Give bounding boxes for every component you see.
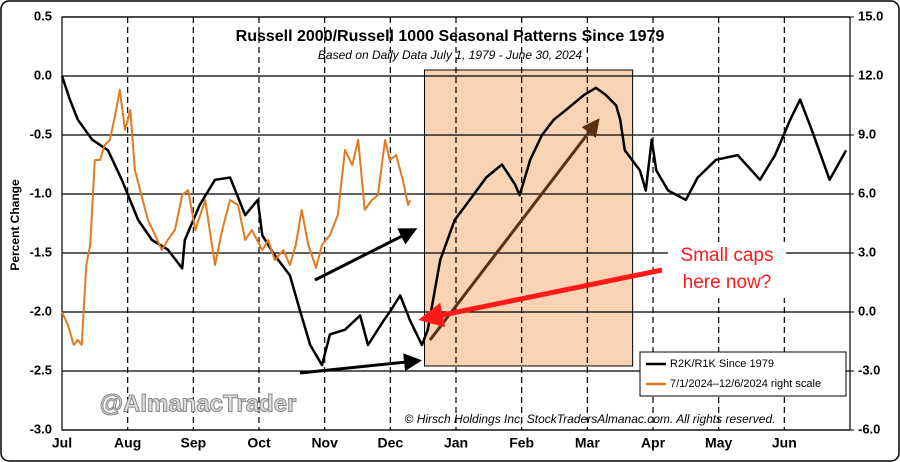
- annotation: here now?: [683, 272, 772, 293]
- x-tick-label: Jul: [52, 435, 72, 451]
- plot-area: [61, 16, 851, 431]
- x-tick-label: Sep: [180, 435, 206, 451]
- watermark: @AlmanacTrader: [100, 390, 297, 417]
- y2-tick-label: 3.0: [858, 244, 876, 259]
- x-tick-label: Jun: [772, 435, 797, 451]
- x-tick-label: Nov: [311, 435, 338, 451]
- y2-tick-label: -6.0: [858, 421, 880, 436]
- y-tick-label: 0.5: [34, 8, 52, 23]
- x-tick-label: Apr: [641, 435, 666, 451]
- series-line: [60, 75, 848, 367]
- y-tick-label: -2.5: [30, 362, 52, 377]
- chart-title: Russell 2000/Russell 1000 Seasonal Patte…: [236, 28, 665, 45]
- x-tick-label: May: [705, 435, 732, 451]
- x-tick-label: Aug: [114, 435, 141, 451]
- x-tick-label: Jan: [444, 435, 468, 451]
- chart-subtitle: Based on Daily Data July 1, 1979 - June …: [318, 48, 582, 62]
- credit: © Hirsch Holdings Inc, StockTradersAlman…: [405, 412, 776, 426]
- x-tick-label: Feb: [509, 435, 534, 451]
- series-line: [61, 89, 411, 346]
- y2-tick-label: 15.0: [858, 8, 883, 23]
- x-tick-label: Dec: [377, 435, 403, 451]
- legend-box: [639, 351, 847, 397]
- y-axis-label: Percent Change: [8, 179, 22, 271]
- y2-tick-label: 6.0: [858, 185, 876, 200]
- y-tick-label: -1.5: [30, 244, 52, 259]
- arrow: [299, 353, 422, 375]
- arrow: [428, 118, 600, 341]
- y2-tick-label: 12.0: [858, 67, 883, 82]
- line-layer: [60, 75, 848, 367]
- x-tick-label: Oct: [247, 435, 271, 451]
- x-tick-label: Mar: [575, 435, 600, 451]
- annotation: Small caps: [681, 245, 774, 266]
- y2-tick-label: 9.0: [858, 126, 876, 141]
- arrow: [418, 267, 663, 328]
- annotation-bg: [668, 242, 786, 298]
- y-tick-label: -0.5: [30, 126, 52, 141]
- y-tick-label: -1.0: [30, 185, 52, 200]
- arrows: [299, 118, 663, 375]
- y2-tick-label: -3.0: [858, 362, 880, 377]
- legend-label: 7/1/2024–12/6/2024 right scale: [670, 378, 821, 390]
- legend: R2K/R1K Since 1979 7/1/2024–12/6/2024 rig…: [639, 351, 847, 397]
- arrow: [314, 228, 418, 282]
- y2-tick-label: 0.0: [858, 303, 876, 318]
- y-tick-label: 0.0: [34, 67, 52, 82]
- y-tick-label: -2.0: [30, 303, 52, 318]
- legend-label: R2K/R1K Since 1979: [670, 358, 774, 370]
- y-tick-label: -3.0: [30, 421, 52, 436]
